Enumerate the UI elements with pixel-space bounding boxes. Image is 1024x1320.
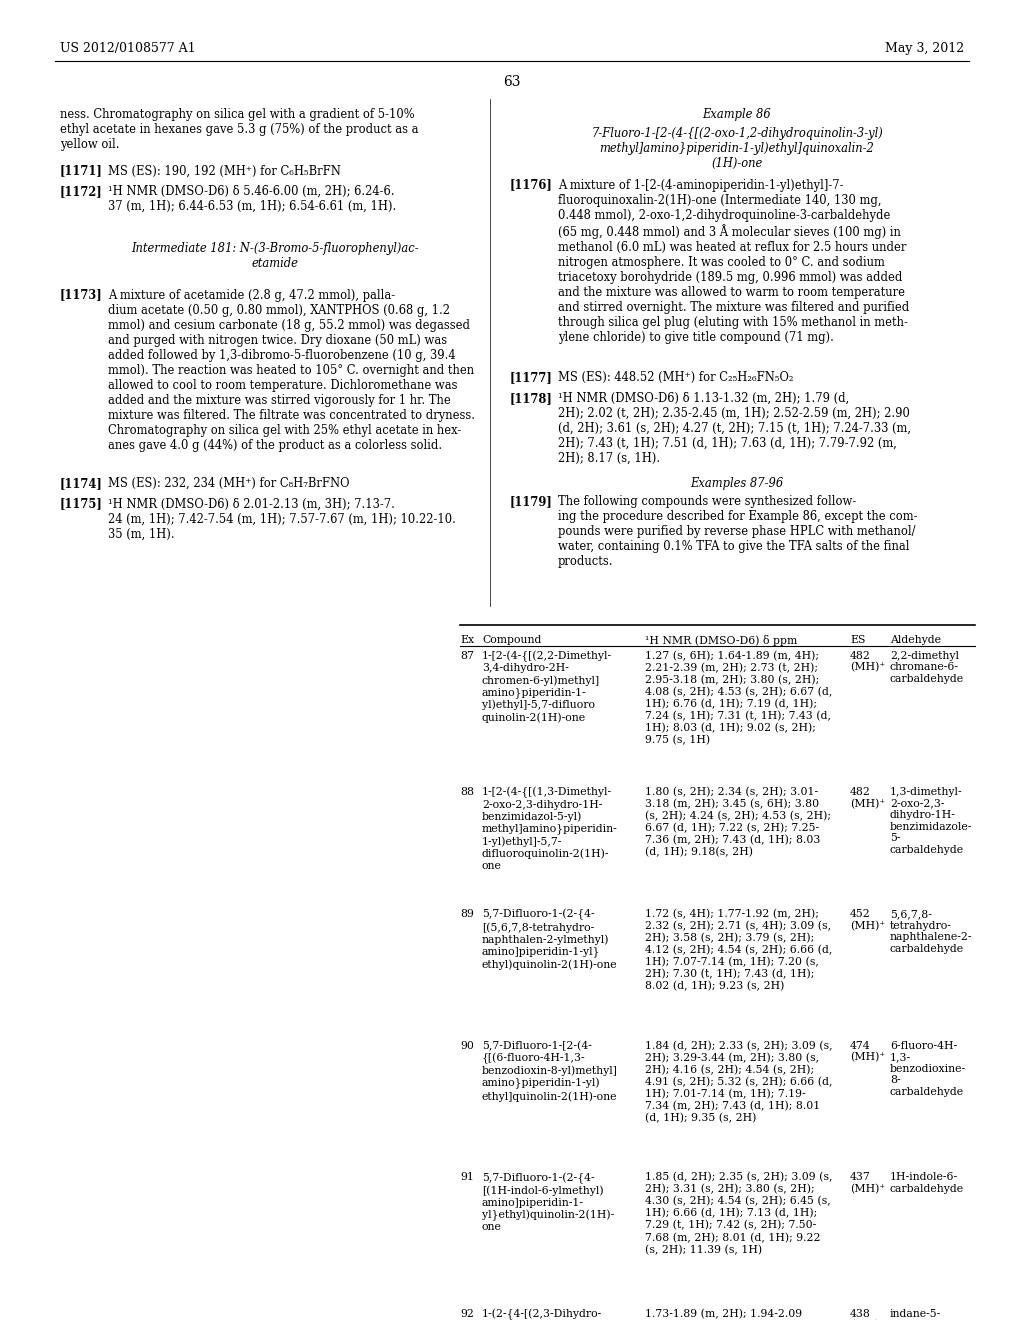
- Text: 92: 92: [460, 1308, 474, 1319]
- Text: 437
(MH)⁺: 437 (MH)⁺: [850, 1172, 885, 1195]
- Text: 1,3-dimethyl-
2-oxo-2,3-
dihydro-1H-
benzimidazole-
5-
carbaldehyde: 1,3-dimethyl- 2-oxo-2,3- dihydro-1H- ben…: [890, 787, 973, 855]
- Text: 1.84 (d, 2H); 2.33 (s, 2H); 3.09 (s,
2H); 3.29-3.44 (m, 2H); 3.80 (s,
2H); 4.16 : 1.84 (d, 2H); 2.33 (s, 2H); 3.09 (s, 2H)…: [645, 1040, 833, 1123]
- Text: ES: ES: [850, 635, 865, 644]
- Text: 452
(MH)⁺: 452 (MH)⁺: [850, 909, 885, 931]
- Text: 5,7-Difluoro-1-[2-(4-
{[(6-fluoro-4H-1,3-
benzodioxin-8-yl)methyl]
amino}piperid: 5,7-Difluoro-1-[2-(4- {[(6-fluoro-4H-1,3…: [482, 1040, 617, 1102]
- Text: 5,7-Difluoro-1-(2-{4-
[(1H-indol-6-ylmethyl)
amino]piperidin-1-
yl}ethyl)quinoli: 5,7-Difluoro-1-(2-{4- [(1H-indol-6-ylmet…: [482, 1172, 614, 1232]
- Text: A mixture of acetamide (2.8 g, 47.2 mmol), palla-
dium acetate (0.50 g, 0.80 mmo: A mixture of acetamide (2.8 g, 47.2 mmol…: [108, 289, 475, 451]
- Text: [1172]: [1172]: [60, 185, 102, 198]
- Text: [1178]: [1178]: [510, 392, 553, 405]
- Text: 482
(MH)⁺: 482 (MH)⁺: [850, 787, 885, 809]
- Text: ¹H NMR (DMSO-D6) δ 5.46-6.00 (m, 2H); 6.24-6.
37 (m, 1H); 6.44-6.53 (m, 1H); 6.5: ¹H NMR (DMSO-D6) δ 5.46-6.00 (m, 2H); 6.…: [108, 185, 396, 214]
- Text: 88: 88: [460, 787, 474, 797]
- Text: [1177]: [1177]: [510, 371, 553, 384]
- Text: MS (ES): 190, 192 (MH⁺) for C₆H₅BrFN: MS (ES): 190, 192 (MH⁺) for C₆H₅BrFN: [108, 165, 341, 177]
- Text: 1H-indole-6-
carbaldehyde: 1H-indole-6- carbaldehyde: [890, 1172, 965, 1193]
- Text: ¹H NMR (DMSO-D6) δ 1.13-1.32 (m, 2H); 1.79 (d,
2H); 2.02 (t, 2H); 2.35-2.45 (m, : ¹H NMR (DMSO-D6) δ 1.13-1.32 (m, 2H); 1.…: [558, 392, 911, 465]
- Text: ness. Chromatography on silica gel with a gradient of 5-10%
ethyl acetate in hex: ness. Chromatography on silica gel with …: [60, 108, 419, 150]
- Text: 91: 91: [460, 1172, 474, 1183]
- Text: 1.27 (s, 6H); 1.64-1.89 (m, 4H);
2.21-2.39 (m, 2H); 2.73 (t, 2H);
2.95-3.18 (m, : 1.27 (s, 6H); 1.64-1.89 (m, 4H); 2.21-2.…: [645, 651, 833, 744]
- Text: 1.80 (s, 2H); 2.34 (s, 2H); 3.01-
3.18 (m, 2H); 3.45 (s, 6H); 3.80
(s, 2H); 4.24: 1.80 (s, 2H); 2.34 (s, 2H); 3.01- 3.18 (…: [645, 787, 831, 857]
- Text: [1176]: [1176]: [510, 178, 553, 191]
- Text: MS (ES): 232, 234 (MH⁺) for C₈H₇BrFNO: MS (ES): 232, 234 (MH⁺) for C₈H₇BrFNO: [108, 477, 349, 490]
- Text: Intermediate 181: N-(3-Bromo-5-fluorophenyl)ac-
etamide: Intermediate 181: N-(3-Bromo-5-fluorophe…: [131, 242, 419, 269]
- Text: Compound: Compound: [482, 635, 542, 644]
- Text: 1-[2-(4-{[(2,2-Dimethyl-
3,4-dihydro-2H-
chromen-6-yl)methyl]
amino}piperidin-1-: 1-[2-(4-{[(2,2-Dimethyl- 3,4-dihydro-2H-…: [482, 651, 612, 723]
- Text: [1171]: [1171]: [60, 165, 102, 177]
- Text: US 2012/0108577 A1: US 2012/0108577 A1: [60, 42, 196, 55]
- Text: 90: 90: [460, 1040, 474, 1051]
- Text: 87: 87: [460, 651, 474, 660]
- Text: 438
(MH)⁺: 438 (MH)⁺: [850, 1308, 885, 1320]
- Text: 482
(MH)⁺: 482 (MH)⁺: [850, 651, 885, 672]
- Text: [1174]: [1174]: [60, 477, 102, 490]
- Text: 2,2-dimethyl
chromane-6-
carbaldehyde: 2,2-dimethyl chromane-6- carbaldehyde: [890, 651, 965, 684]
- Text: 1-[2-(4-{[(1,3-Dimethyl-
2-oxo-2,3-dihydro-1H-
benzimidazol-5-yl)
methyl]amino}p: 1-[2-(4-{[(1,3-Dimethyl- 2-oxo-2,3-dihyd…: [482, 787, 617, 871]
- Text: 1.85 (d, 2H); 2.35 (s, 2H); 3.09 (s,
2H); 3.31 (s, 2H); 3.80 (s, 2H);
4.30 (s, 2: 1.85 (d, 2H); 2.35 (s, 2H); 3.09 (s, 2H)…: [645, 1172, 833, 1255]
- Text: 5,7-Difluoro-1-(2-{4-
[(5,6,7,8-tetrahydro-
naphthalen-2-ylmethyl)
amino]piperid: 5,7-Difluoro-1-(2-{4- [(5,6,7,8-tetrahyd…: [482, 909, 617, 970]
- Text: The following compounds were synthesized follow-
ing the procedure described for: The following compounds were synthesized…: [558, 495, 918, 569]
- Text: 89: 89: [460, 909, 474, 919]
- Text: A mixture of 1-[2-(4-aminopiperidin-1-yl)ethyl]-7-
fluoroquinoxalin-2(1H)-one (I: A mixture of 1-[2-(4-aminopiperidin-1-yl…: [558, 178, 909, 345]
- Text: ¹H NMR (DMSO-D6) δ 2.01-2.13 (m, 3H); 7.13-7.
24 (m, 1H); 7.42-7.54 (m, 1H); 7.5: ¹H NMR (DMSO-D6) δ 2.01-2.13 (m, 3H); 7.…: [108, 498, 456, 540]
- Text: [1179]: [1179]: [510, 495, 553, 508]
- Text: 63: 63: [503, 75, 521, 90]
- Text: Examples 87-96: Examples 87-96: [690, 477, 783, 490]
- Text: 1.73-1.89 (m, 2H); 1.94-2.09
(m, 2H); 2.22-2.41 (m, 2H); 2.86: 1.73-1.89 (m, 2H); 1.94-2.09 (m, 2H); 2.…: [645, 1308, 824, 1320]
- Text: ¹H NMR (DMSO-D6) δ ppm: ¹H NMR (DMSO-D6) δ ppm: [645, 635, 798, 645]
- Text: [1175]: [1175]: [60, 498, 102, 511]
- Text: 7-Fluoro-1-[2-(4-{[(2-oxo-1,2-dihydroquinolin-3-yl)
methyl]amino}piperidin-1-yl): 7-Fluoro-1-[2-(4-{[(2-oxo-1,2-dihydroqui…: [591, 127, 883, 170]
- Text: indane-5-
carbaldehyde: indane-5- carbaldehyde: [890, 1308, 965, 1320]
- Text: Aldehyde: Aldehyde: [890, 635, 941, 644]
- Text: Example 86: Example 86: [702, 108, 771, 121]
- Text: [1173]: [1173]: [60, 289, 102, 301]
- Text: 5,6,7,8-
tetrahydro-
naphthalene-2-
carbaldehyde: 5,6,7,8- tetrahydro- naphthalene-2- carb…: [890, 909, 973, 954]
- Text: 1-(2-{4-[(2,3-Dihydro-
1H-inden-5-ylmethyl): 1-(2-{4-[(2,3-Dihydro- 1H-inden-5-ylmeth…: [482, 1308, 602, 1320]
- Text: May 3, 2012: May 3, 2012: [885, 42, 964, 55]
- Text: MS (ES): 448.52 (MH⁺) for C₂₅H₂₆FN₅O₂: MS (ES): 448.52 (MH⁺) for C₂₅H₂₆FN₅O₂: [558, 371, 794, 384]
- Text: 6-fluoro-4H-
1,3-
benzodioxine-
8-
carbaldehyde: 6-fluoro-4H- 1,3- benzodioxine- 8- carba…: [890, 1040, 966, 1097]
- Text: Ex: Ex: [460, 635, 474, 644]
- Text: 474
(MH)⁺: 474 (MH)⁺: [850, 1040, 885, 1063]
- Text: 1.72 (s, 4H); 1.77-1.92 (m, 2H);
2.32 (s, 2H); 2.71 (s, 4H); 3.09 (s,
2H); 3.58 : 1.72 (s, 4H); 1.77-1.92 (m, 2H); 2.32 (s…: [645, 909, 833, 991]
